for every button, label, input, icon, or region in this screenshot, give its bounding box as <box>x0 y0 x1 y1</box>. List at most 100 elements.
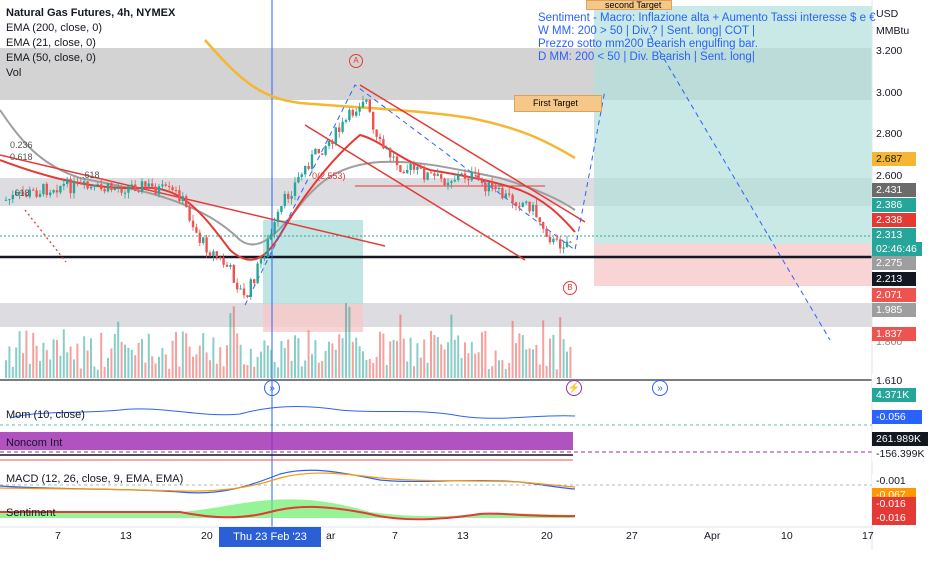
candle-body <box>419 166 422 169</box>
volume-bar <box>52 339 55 378</box>
candle-body <box>440 174 443 179</box>
volume-bar <box>168 368 171 378</box>
legend-vol[interactable]: Vol <box>6 67 22 79</box>
volume-bar <box>562 339 565 378</box>
legend-ema21[interactable]: EMA (21, close, 0) <box>6 37 96 49</box>
volume-bar <box>117 321 120 378</box>
candle-body <box>409 163 412 170</box>
candle-body <box>314 148 317 155</box>
volume-bar <box>49 359 52 378</box>
fib-label-1: .618 <box>82 170 100 180</box>
candle-body <box>229 265 232 267</box>
candle-body <box>15 193 18 196</box>
candle-body <box>117 187 120 189</box>
channel-bottom <box>304 124 526 261</box>
volume-bar <box>542 320 545 378</box>
volume-bar <box>453 339 456 378</box>
legend-ema200[interactable]: EMA (200, close, 0) <box>6 22 102 34</box>
volume-bar <box>283 348 286 378</box>
volume-bar <box>222 366 225 378</box>
volume-bar <box>338 334 341 378</box>
volume-bar <box>28 363 31 378</box>
candle-body <box>266 239 269 257</box>
candle-body <box>110 183 113 190</box>
candle-body <box>344 120 348 122</box>
candle-body <box>368 99 371 112</box>
axis-tick-2600: 2.600 <box>876 170 903 182</box>
volume-bar <box>178 366 181 378</box>
candle-body <box>497 187 501 190</box>
candle-body <box>480 179 484 183</box>
candle-body <box>290 195 293 199</box>
pane-label-macd[interactable]: MACD (12, 26, close, 9, EMA, EMA) <box>6 473 184 485</box>
volume-bar <box>11 366 14 378</box>
volume-bar <box>358 346 361 378</box>
candle-body <box>86 181 89 189</box>
volume-bar <box>246 365 249 378</box>
candle-body <box>416 166 419 170</box>
candle-body <box>450 181 453 183</box>
candle-body <box>239 288 242 290</box>
candle-body <box>11 195 14 200</box>
volume-bar <box>141 339 143 378</box>
volume-bar <box>351 341 354 378</box>
volume-bar <box>447 342 449 378</box>
volume-bars <box>5 303 572 378</box>
price-noncom-1: 261.989K <box>872 432 928 446</box>
support-zone-low <box>0 303 872 327</box>
volume-bar <box>467 353 470 378</box>
note-line-1: Sentiment - Macro: Inflazione alta + Aum… <box>538 12 876 24</box>
candle-body <box>514 202 518 207</box>
pane-label-sentiment[interactable]: Sentiment <box>6 507 56 519</box>
volume-bar <box>515 343 517 378</box>
chart-canvas[interactable] <box>0 0 932 550</box>
volume-bar <box>8 346 11 378</box>
unit-label[interactable]: MMBtu <box>876 25 910 37</box>
volume-bar <box>341 338 344 378</box>
volume-bar <box>464 342 466 378</box>
candle-body <box>69 178 72 194</box>
volume-bar <box>423 339 426 378</box>
candle-body <box>477 172 480 180</box>
currency-label[interactable]: USD <box>876 8 899 20</box>
pane-label-noncom[interactable]: Noncom Int <box>6 437 63 449</box>
volume-bar <box>297 338 300 378</box>
candle-body <box>59 185 62 193</box>
date-label-27: 27 <box>626 530 638 542</box>
macd-signal <box>0 472 576 492</box>
target-zone-green-right <box>594 6 872 244</box>
candle-body <box>263 256 266 259</box>
volume-bar <box>124 344 126 378</box>
price-1837: 1.837 <box>872 327 916 341</box>
candle-body <box>293 182 297 196</box>
volume-bar <box>256 356 259 378</box>
candle-body <box>463 173 467 179</box>
volume-bar <box>402 338 405 378</box>
candle-body <box>130 184 133 186</box>
date-label-13: 13 <box>120 530 132 542</box>
candle-body <box>144 181 147 187</box>
candle-body <box>531 204 535 212</box>
candle-body <box>307 166 310 169</box>
volume-bar <box>215 363 218 378</box>
symbol-title[interactable]: Natural Gas Futures, 4h, NYMEX <box>6 7 176 19</box>
dividend-icon-2[interactable]: » <box>652 380 668 396</box>
volume-bar <box>528 348 531 378</box>
price-vol-level: 1.610 <box>872 374 916 388</box>
candle-body <box>212 251 215 256</box>
candle-body <box>28 189 31 197</box>
dividend-icon-1[interactable]: » <box>264 380 280 396</box>
channel-top <box>359 84 586 223</box>
legend-ema50[interactable]: EMA (50, close, 0) <box>6 52 96 64</box>
volume-bar <box>260 351 262 378</box>
candle-body <box>382 139 385 149</box>
note-line-3: Prezzo sotto mm200 Bearish engulfing bar… <box>538 38 758 50</box>
candle-body <box>72 181 76 194</box>
volume-bar <box>525 349 528 378</box>
volume-bar <box>73 359 75 378</box>
price-vol-value: 4.371K <box>872 388 916 402</box>
marker-b: B <box>563 281 577 295</box>
volume-bar <box>147 333 150 378</box>
lightning-icon[interactable]: ⚡ <box>566 380 582 396</box>
pane-label-mom[interactable]: Mom (10, close) <box>6 409 85 421</box>
